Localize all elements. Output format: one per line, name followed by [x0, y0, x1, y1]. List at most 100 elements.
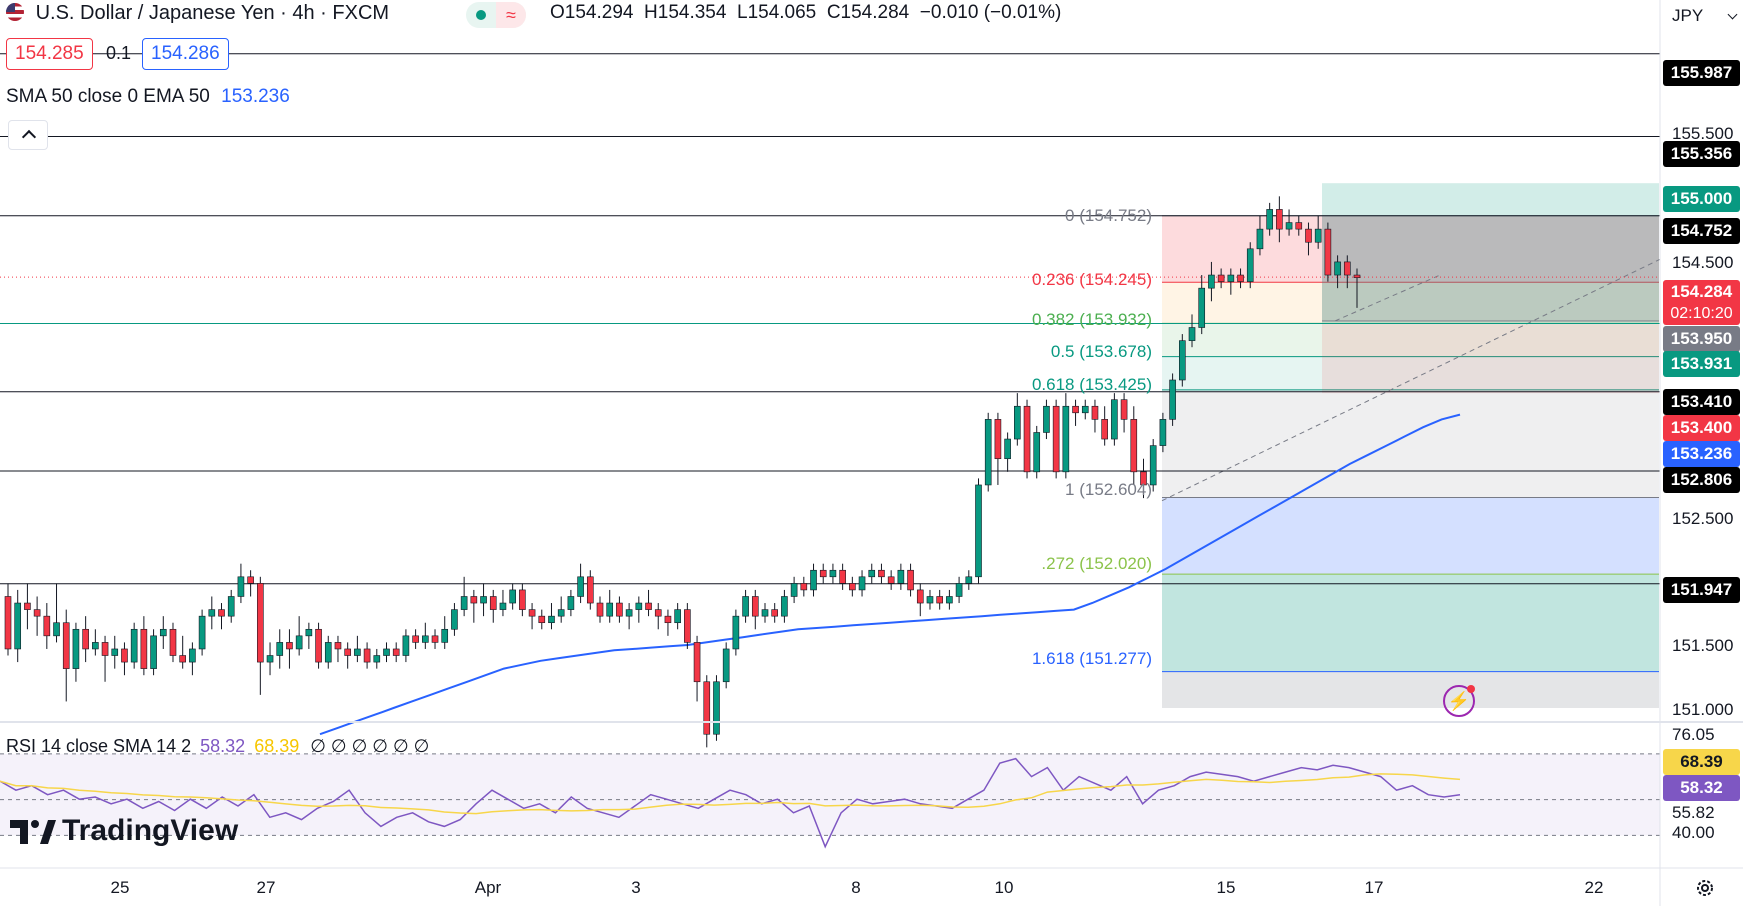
candle-body: [1111, 399, 1118, 440]
candle-body: [819, 569, 827, 578]
candle-body: [1052, 405, 1060, 473]
candle-body: [130, 628, 138, 663]
candle-body: [771, 609, 779, 617]
date-label: 10: [994, 878, 1014, 897]
candle-body: [936, 596, 943, 604]
price-label-target: 155.000: [1663, 186, 1740, 212]
fib-zone: [1162, 323, 1659, 357]
candle-body: [1072, 405, 1079, 414]
buy-button[interactable]: 154.286: [142, 38, 229, 70]
candle-body: [509, 589, 516, 604]
price-label-153950: 153.950: [1663, 326, 1740, 352]
candle-body: [392, 648, 400, 656]
fib-level-label: 0.236 (154.245): [1031, 270, 1152, 289]
chevron-up-icon: [21, 129, 37, 145]
candle-body: [315, 628, 322, 663]
candle-body: [218, 609, 225, 617]
currency-selector[interactable]: JPY: [1666, 2, 1740, 30]
candle-body: [227, 596, 235, 617]
candle-body: [92, 642, 99, 650]
price-label-154752: 154.752: [1663, 218, 1740, 244]
candle-body: [732, 615, 740, 650]
market-status-badge[interactable]: ≈: [466, 2, 526, 28]
candle-body: [363, 648, 371, 663]
ema-legend-value: 153.236: [221, 86, 290, 107]
candle-body: [1353, 274, 1361, 278]
rsi-tick: 55.82: [1672, 803, 1715, 822]
candle-body: [868, 569, 876, 578]
candle-body: [1149, 445, 1157, 486]
candle-body: [354, 648, 361, 656]
currency-label: JPY: [1672, 6, 1704, 25]
candle-body: [1343, 261, 1351, 276]
candle-body: [237, 576, 245, 597]
candle-body: [1081, 405, 1089, 414]
chevron-down-icon: [1727, 9, 1738, 20]
candle-body: [946, 596, 953, 604]
candle-body: [1140, 471, 1147, 486]
lightning-icon[interactable]: ⚡: [1443, 685, 1475, 717]
gear-icon[interactable]: [1694, 877, 1716, 899]
tv-logo-icon: [10, 816, 56, 852]
rsi-legend[interactable]: RSI 14 close SMA 14 2 58.32 68.39 ∅ ∅ ∅ …: [6, 736, 429, 757]
candle-body: [286, 642, 293, 650]
dashed-trendline: [1334, 274, 1441, 322]
candle-body: [62, 622, 70, 669]
collapse-legend-button[interactable]: [8, 120, 48, 150]
rsi-legend-sma: 68.39: [254, 736, 300, 756]
candle-body: [451, 609, 458, 630]
fib-level-label: 0.618 (153.425): [1031, 375, 1152, 394]
candle-body: [722, 648, 730, 683]
position-profit-zone: [1322, 183, 1659, 324]
candle-body: [654, 609, 662, 617]
delayed-data-icon: ≈: [496, 2, 526, 28]
ohlc-high: H154.354: [644, 2, 727, 23]
sell-button[interactable]: 154.285: [6, 38, 93, 70]
candle-body: [305, 628, 313, 637]
candle-body: [1295, 222, 1303, 230]
candle-body: [1023, 405, 1031, 473]
price-label-151947: 151.947: [1663, 577, 1740, 603]
candle-body: [179, 655, 186, 663]
candle-body: [121, 648, 128, 663]
date-label: 15: [1216, 878, 1236, 897]
candle-body: [373, 655, 381, 663]
candle-body: [984, 419, 992, 486]
price-label-155356: 155.356: [1663, 141, 1740, 167]
fib-level-label: 1 (152.604): [1065, 480, 1152, 499]
notification-dot: [1467, 685, 1475, 693]
candle-body: [489, 596, 497, 610]
candle-body: [878, 569, 885, 578]
candle-body: [422, 635, 429, 643]
candle-body: [1169, 379, 1176, 420]
candle-body: [645, 602, 652, 610]
price-label-155987: 155.987: [1663, 60, 1740, 86]
candle-body: [965, 576, 973, 584]
tradingview-logo[interactable]: TradingView: [10, 814, 238, 854]
candle-body: [460, 596, 468, 610]
rsi-line: [0, 757, 1461, 849]
last-price-label: 154.284: [1663, 280, 1740, 304]
candle-body: [907, 569, 914, 591]
candle-body: [111, 648, 119, 656]
candle-body: [839, 569, 846, 584]
price-label-153931: 153.931: [1663, 351, 1740, 377]
candle-body: [1227, 274, 1235, 282]
candle-body: [198, 615, 206, 650]
spread-value: 0.1: [106, 43, 132, 63]
price-label-153410: 153.410: [1663, 389, 1740, 415]
rsi-tick: 40.00: [1672, 823, 1715, 842]
fib-level-label: 0 (154.752): [1065, 206, 1152, 225]
candle-body: [616, 602, 623, 617]
symbol-header[interactable]: U.S. Dollar / Japanese Yen · 4h · FXCM: [6, 2, 389, 25]
candle-body: [1217, 274, 1225, 282]
position-range-zone: [1322, 215, 1659, 321]
candle-body: [441, 628, 449, 643]
candle-body: [150, 635, 157, 669]
candle-body: [586, 576, 594, 604]
ema-legend[interactable]: SMA 50 close 0 EMA 50 153.236: [6, 86, 290, 108]
candle-body: [470, 596, 478, 604]
candle-body: [713, 681, 720, 735]
candle-body: [1246, 248, 1254, 282]
